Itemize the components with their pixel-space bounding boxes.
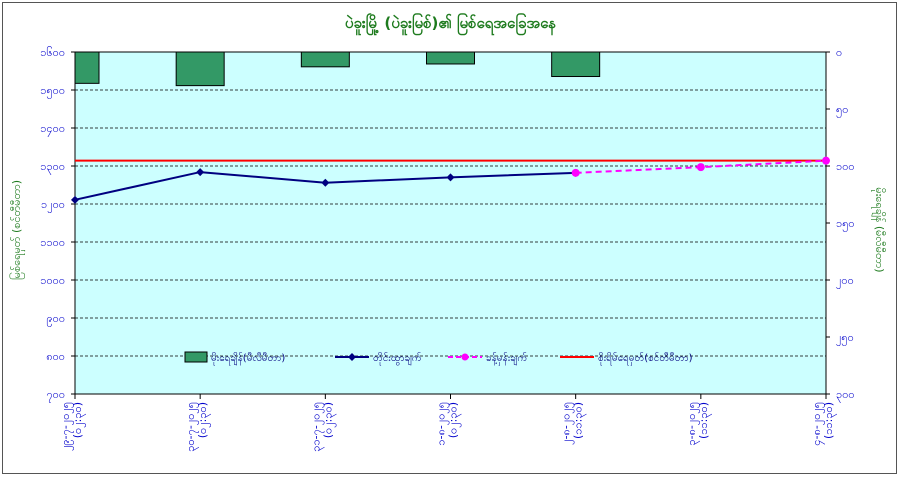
legend-marker (461, 353, 469, 361)
x-tick-label: ၄-၈-၂၀၂၅ (၁၁:၃၀) (810, 402, 837, 446)
y-tick-label-left: ၇၀၀ (46, 388, 65, 403)
y-tick-label-left: ၁၃၀၀ (40, 160, 65, 175)
forecast-point (822, 156, 830, 165)
x-tick-label: ၃၀-၇-၂၀၂၅ (၀၂:၃၀) (184, 402, 211, 452)
y-tick-label-left: ၁၀၀၀ (40, 274, 65, 287)
rainfall-bar (175, 51, 225, 87)
forecast-point (696, 163, 705, 172)
x-tick-label: ၂၉-၇-၂၀၂၅ (၀၂:၃၀) (59, 402, 86, 451)
x-tick-label-line: (၀၂:၃၀) (447, 402, 462, 438)
x-tick-label-line: ၂၉-၇-၂၀၂၅ (59, 402, 74, 451)
legend-label: စိုးရိမ်ရေမှတ်(စင်တီမီတာ) (598, 351, 693, 366)
y-tick-label-right: ၁၅၀ (836, 217, 855, 232)
measured-point (321, 178, 330, 187)
x-tick-label-line: ၄-၈-၂၀၂၅ (810, 402, 825, 446)
y-tick-label-left: ၁၁၀၀ (40, 236, 65, 249)
rainfall-bar (74, 51, 100, 84)
y-tick-label-left: ၁၆၀၀ (40, 46, 65, 59)
legend-marker (348, 353, 356, 361)
y-tick-label-right: ၃၀၀ (836, 388, 855, 403)
rainfall-bar (551, 51, 601, 78)
y-tick-label-right: ၁၀၀ (836, 160, 855, 173)
legend-swatch (184, 351, 208, 363)
x-tick-label-line: ၁-၈-၂၀၂၅ (435, 402, 450, 446)
x-tick-label-line: (၁၁:၃၀) (697, 402, 712, 439)
rainfall-bar (426, 51, 475, 65)
y-tick-label-left: ၁၅၀၀ (40, 84, 65, 99)
measured-point (71, 195, 79, 204)
y-tick-label-left: ၁၄၀၀ (40, 122, 65, 137)
legend-label: ခန့်မှန်းချက် (486, 351, 527, 366)
measured-point (196, 168, 205, 177)
measured-point (446, 173, 455, 182)
y-tick-label-right: ၂၅၀ (836, 331, 854, 346)
plot-area (74, 51, 827, 395)
y-tick-label-left: ၈၀၀ (46, 350, 65, 363)
y-tick-label-right: ၀ (836, 46, 842, 59)
y-tick-label-left: ၉၀၀ (46, 312, 65, 327)
x-tick-label: ၁-၈-၂၀၂၅ (၀၂:၃၀) (435, 402, 462, 446)
y-tick-label-right: ၂၀၀ (836, 274, 854, 289)
x-tick-label-line: (၁၁:၃၀) (822, 402, 837, 439)
x-tick-label-line: (၀၂:၃၀) (196, 402, 211, 438)
x-tick-label: ၃၁-၇-၂၀၂၅ (၀၂:၃၀) (309, 402, 336, 452)
forecast-point (571, 168, 580, 177)
x-tick-label-line: (၀၂:၃၀) (321, 402, 336, 438)
y-tick-label-right: ၅၀ (836, 103, 848, 118)
x-tick-label-line: (၀၂:၃၀) (71, 402, 86, 438)
chart-title: ပဲခူးမြို့ (ပဲခူးမြစ်)၏ မြစ်ရေအခြေအနေ (344, 14, 557, 32)
x-tick-label-line: ၃၀-၇-၂၀၂၅ (184, 402, 199, 452)
legend-label: မိုးရေချိန်(မီလီမီတာ) (211, 351, 285, 366)
rainfall-bar (300, 51, 350, 68)
x-tick-label: ၃-၈-၂၀၂၅ (၁၁:၃၀) (685, 402, 712, 446)
x-tick-label-line: ၂-၈-၂၀၂၅ (560, 402, 575, 445)
x-tick-label-line: (၁၁:၃၀) (572, 402, 587, 439)
y-tick-label-left: ၁၂၀၀ (41, 198, 65, 213)
legend-label: တိုင်းထွာချက် (373, 351, 422, 366)
x-tick-label: ၂-၈-၂၀၂၅ (၁၁:၃၀) (560, 402, 587, 445)
x-tick-label-line: ၃-၈-၂၀၂၅ (685, 402, 700, 446)
x-tick-label-line: ၃၁-၇-၂၀၂၅ (309, 402, 324, 452)
